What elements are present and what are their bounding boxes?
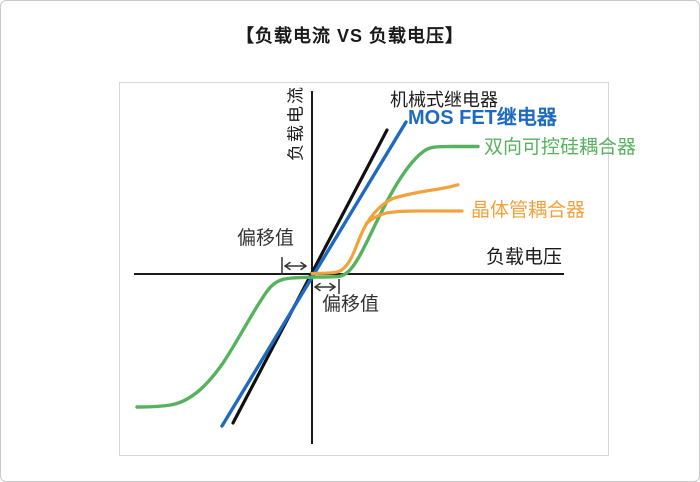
offset-value-label-left: 偏移值 <box>237 228 295 249</box>
series-transistor-coupler-lower-branch <box>365 209 464 225</box>
offset-right-arrow <box>314 282 336 292</box>
chart-plot-area <box>119 82 609 456</box>
series-label-triac-coupler: 双向可控硅耦合器 <box>484 137 637 158</box>
offset-left-arrow <box>284 261 307 271</box>
series-label-transistor-coupler: 晶体管耦合器 <box>471 200 586 221</box>
x-axis-label: 负载电压 <box>486 247 563 268</box>
offset-value-label-right: 偏移值 <box>322 294 380 315</box>
y-axis-label: 负载电流 <box>286 85 306 161</box>
series-triac-coupler-curve <box>135 144 480 409</box>
series-label-mosfet-relay: MOS FET继电器 <box>408 107 557 129</box>
series-label-mechanical-relay: 机械式继电器 <box>390 90 498 110</box>
chart-title: 【负载电流 VS 负载电压】 <box>235 26 464 46</box>
